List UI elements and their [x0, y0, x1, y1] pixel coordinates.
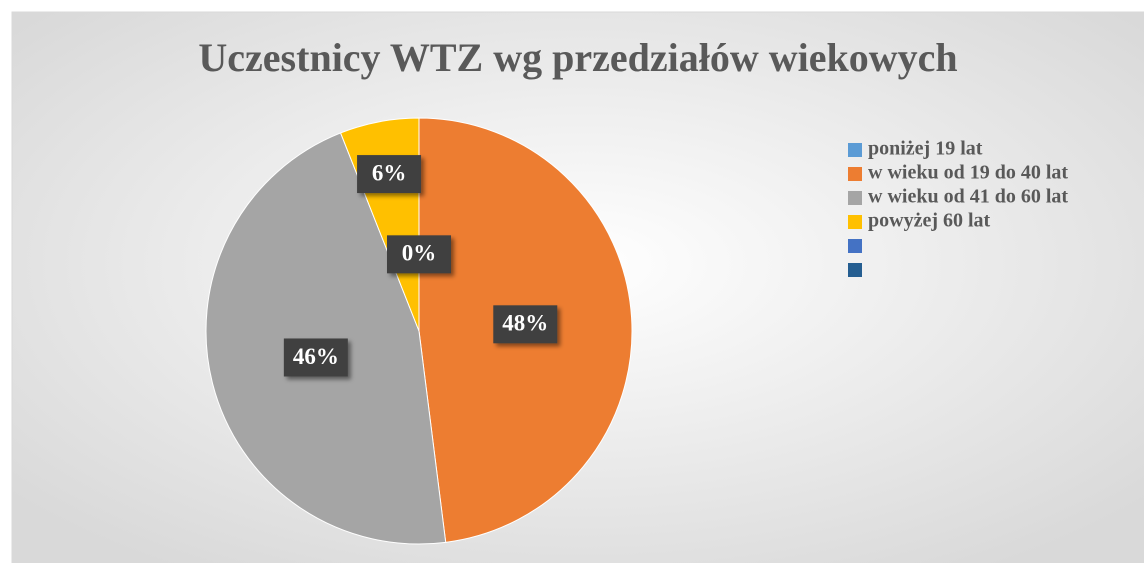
legend-swatch: [848, 239, 862, 253]
pie-slice: [205, 132, 447, 545]
legend-swatch: [848, 215, 862, 229]
legend-label: w wieku od 41 do 60 lat: [868, 186, 1068, 208]
legend-swatch: [848, 167, 862, 181]
legend-label: w wieku od 19 do 40 lat: [868, 162, 1068, 184]
data-label-text: 48%: [502, 311, 548, 336]
legend-swatch: [848, 191, 862, 205]
chart-title: Uczestnicy WTZ wg przedziałów wiekowych: [198, 35, 957, 80]
legend-swatch: [848, 263, 862, 277]
data-label-text: 6%: [372, 160, 407, 185]
data-label-text: 46%: [293, 344, 339, 369]
data-label-box: [283, 338, 348, 377]
data-label: 6%: [357, 155, 422, 194]
data-label: 0%: [387, 235, 451, 274]
data-label-box: [493, 305, 558, 344]
legend-label: powyżej 60 lat: [868, 210, 991, 232]
data-label-box: [357, 155, 422, 194]
data-label: 48%: [493, 305, 558, 344]
data-label-text: 0%: [402, 241, 437, 266]
legend-swatch: [848, 143, 862, 157]
legend-label: poniżej 19 lat: [868, 138, 983, 160]
data-label: 46%: [283, 338, 348, 377]
data-label-box: [387, 235, 451, 274]
